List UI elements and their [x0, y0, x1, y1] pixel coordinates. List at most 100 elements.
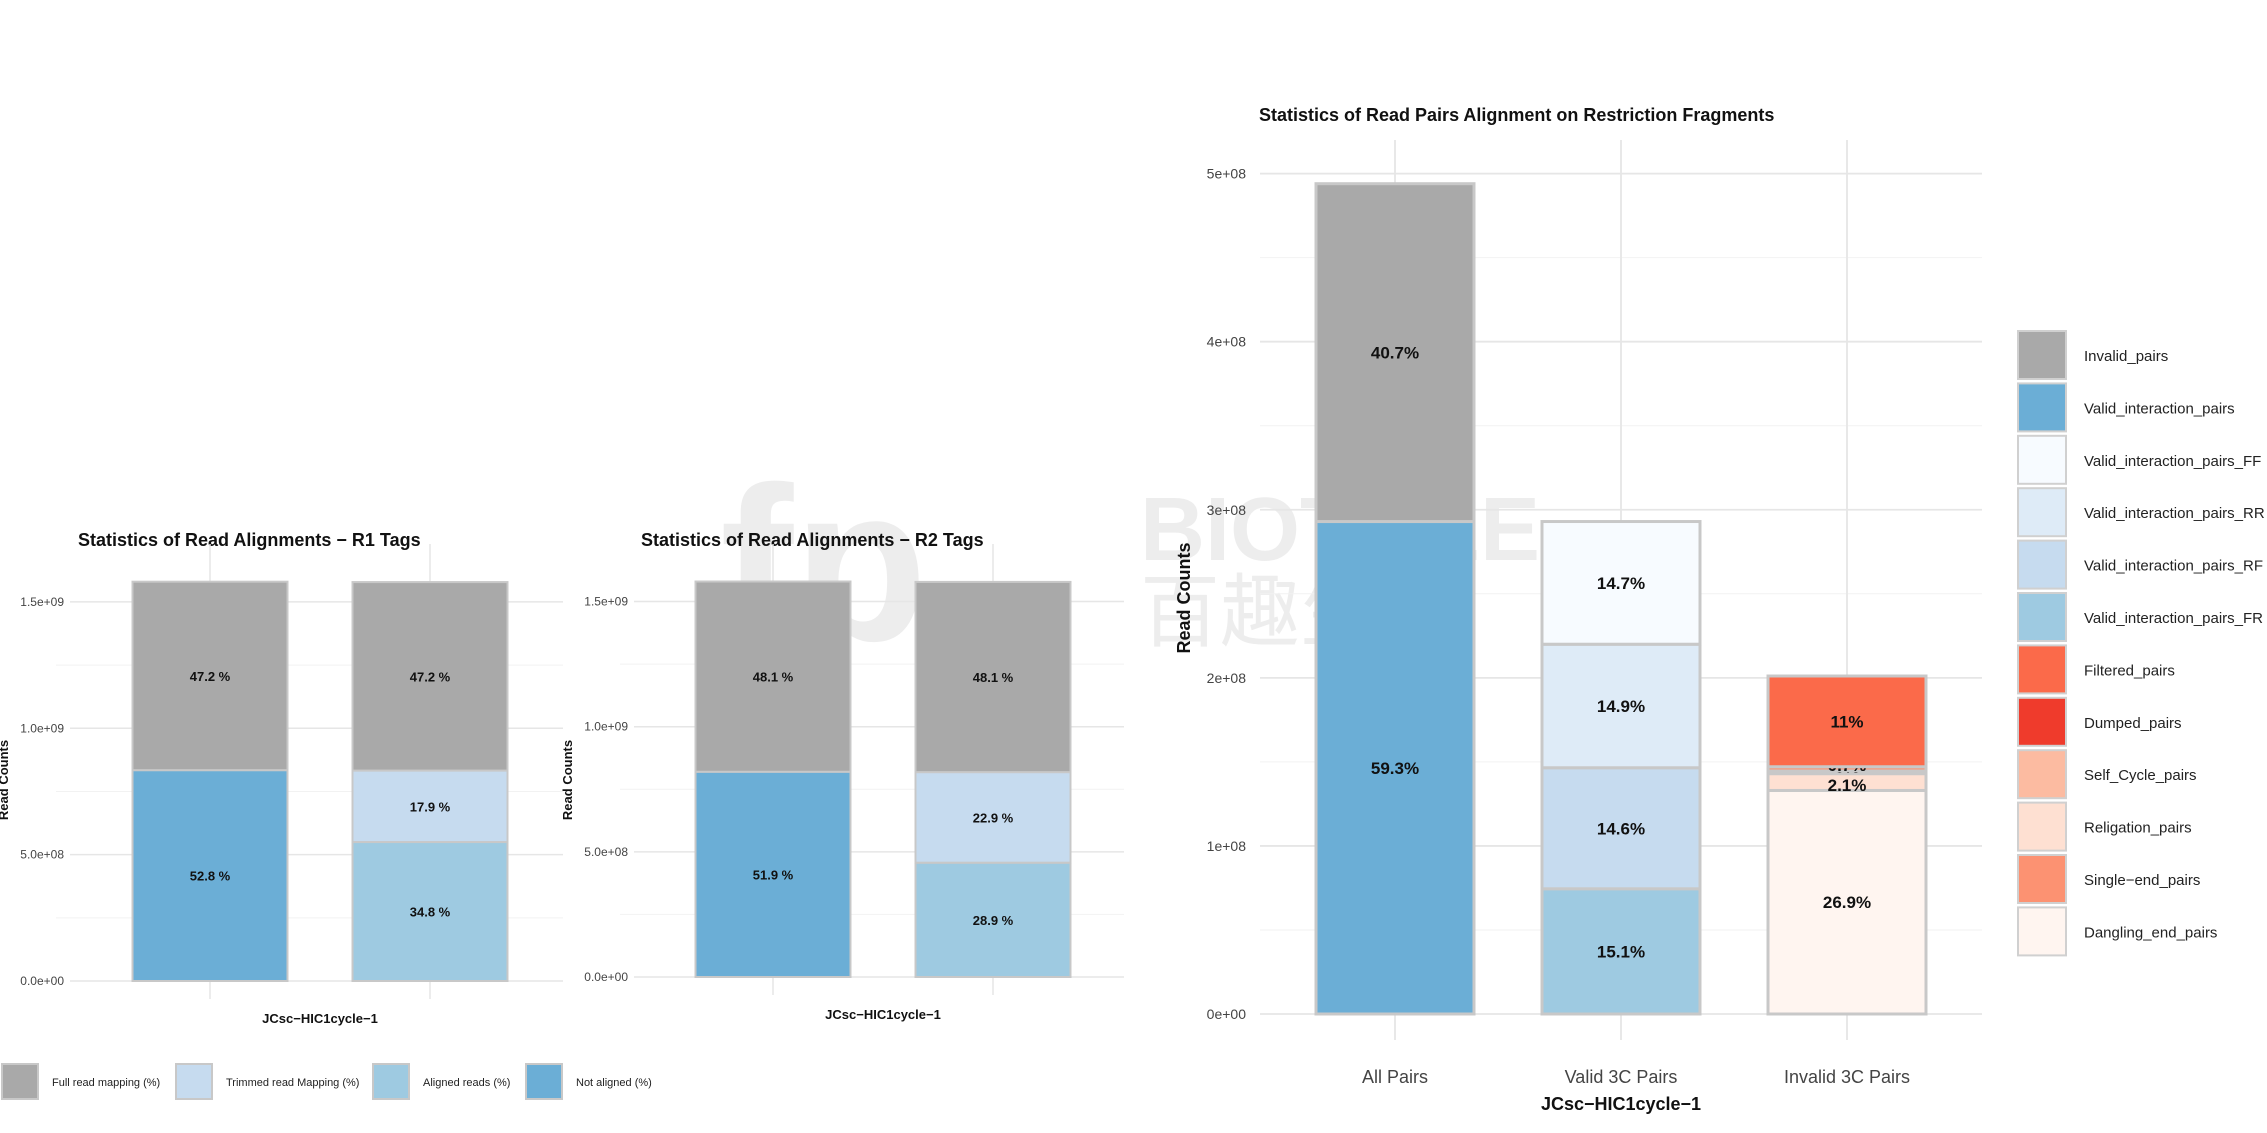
bars: 51.9 % 48.1 % 28.9 % 22.9 % 48.1 % [694, 580, 1072, 979]
legend-swatch [2017, 330, 2067, 380]
legend-label: Invalid_pairs [2084, 348, 2168, 365]
bar-segment [1540, 766, 1702, 891]
chart-pairs: Statistics of Read Pairs Alignment on Re… [1174, 105, 1982, 1114]
legend-label: Filtered_pairs [2084, 662, 2175, 679]
bar-segment [914, 771, 1072, 864]
y-tick-label: 3e+08 [1207, 502, 1247, 518]
y-tick-label: 5.0e+08 [20, 848, 64, 862]
data-label: 51.9 % [753, 867, 794, 882]
data-label: 28.9 % [973, 913, 1014, 928]
data-label: 15.1% [1597, 942, 1645, 961]
y-tick-label: 1.5e+09 [584, 595, 628, 609]
bar-segment [1766, 788, 1928, 1016]
y-tick-label: 5.0e+08 [584, 845, 628, 859]
legend-swatch [2017, 644, 2067, 695]
x-tick-label: Valid 3C Pairs [1565, 1067, 1678, 1087]
bar-segment [351, 581, 509, 772]
data-label: 26.9% [1823, 893, 1871, 912]
data-label: 11% [1830, 712, 1863, 731]
bars: 52.8 % 47.2 % 34.8 % 17.9 % 47.2 % [131, 580, 509, 983]
y-tick-label: 1.0e+09 [584, 720, 628, 734]
legend-label: Single−end_pairs [2084, 872, 2200, 889]
data-label: 52.8 % [190, 869, 231, 884]
legend-swatch [2017, 539, 2067, 590]
y-tick-label: 2e+08 [1207, 670, 1247, 686]
data-label: 14.7% [1597, 574, 1645, 593]
data-label: 14.6% [1597, 819, 1645, 838]
legend-label: Valid_interaction_pairs_FF [2084, 453, 2261, 470]
chart-title: Statistics of Read Alignments − R1 Tags [78, 530, 421, 550]
legend-label: Trimmed read Mapping (%) [226, 1077, 359, 1089]
legend-swatch [2017, 906, 2067, 957]
legend-label: Full read mapping (%) [52, 1077, 160, 1089]
legend-label: Valid_interaction_pairs [2084, 400, 2235, 417]
x-tick-label: Invalid 3C Pairs [1784, 1067, 1910, 1087]
legend-label: Dumped_pairs [2084, 715, 2182, 732]
legend-swatch [175, 1063, 213, 1100]
x-axis-label: JCsc−HIC1cycle−1 [262, 1011, 378, 1026]
legend-label: Valid_interaction_pairs_FR [2084, 610, 2263, 627]
data-label: 47.2 % [410, 669, 451, 684]
y-tick-label: 4e+08 [1207, 334, 1247, 350]
legend-swatch [2017, 749, 2067, 800]
legend-swatch [2017, 854, 2067, 904]
legend-swatch [525, 1063, 563, 1100]
y-tick-label: 0.0e+00 [584, 970, 628, 984]
legend-label: Dangling_end_pairs [2084, 924, 2217, 941]
data-label: 47.2 % [190, 669, 231, 684]
bar-segment [1766, 674, 1928, 769]
legend-swatch [2017, 487, 2067, 538]
bar-segment [694, 580, 852, 773]
data-label: 17.9 % [410, 799, 451, 814]
bar-segment [1314, 182, 1476, 524]
chart-title: Statistics of Read Alignments − R2 Tags [641, 530, 984, 550]
chart-r1: Statistics of Read Alignments − R1 Tags … [0, 530, 563, 1026]
y-tick-label: 1.5e+09 [20, 595, 64, 609]
data-label: 40.7% [1371, 344, 1419, 363]
legend-swatch [1, 1063, 39, 1100]
data-label: 34.8 % [410, 905, 451, 920]
x-axis-label: JCsc−HIC1cycle−1 [825, 1007, 941, 1022]
data-label: 59.3% [1371, 759, 1419, 778]
x-tick-label: All Pairs [1362, 1067, 1428, 1087]
data-label: 22.9 % [973, 810, 1014, 825]
y-ticks: 0.0e+00 5.0e+08 1.0e+09 1.5e+09 [20, 595, 64, 988]
chart-title: Statistics of Read Pairs Alignment on Re… [1259, 105, 1774, 125]
data-label: 48.1 % [973, 670, 1014, 685]
bar-segment [914, 580, 1072, 774]
legend-label: Aligned reads (%) [423, 1077, 510, 1089]
bar-segment [1540, 642, 1702, 770]
bar-segment [694, 770, 852, 979]
y-axis-label: Read Counts [1174, 542, 1194, 653]
y-tick-label: 0e+00 [1207, 1006, 1247, 1022]
y-tick-label: 1.0e+09 [20, 721, 64, 735]
legend-swatch [2017, 382, 2067, 433]
data-label: 48.1 % [753, 670, 794, 685]
alignment-legend: Full read mapping (%) Trimmed read Mappin… [1, 1063, 652, 1100]
x-ticks: All Pairs Valid 3C Pairs Invalid 3C Pairs [1362, 1067, 1910, 1087]
y-tick-label: 5e+08 [1207, 166, 1247, 182]
legend-label: Valid_interaction_pairs_RR [2084, 505, 2265, 522]
bar-segment [131, 580, 289, 772]
legend-label: Self_Cycle_pairs [2084, 767, 2197, 784]
y-tick-label: 1e+08 [1207, 838, 1247, 854]
legend-swatch [2017, 696, 2067, 747]
legend-swatch [2017, 801, 2067, 852]
legend-swatch [372, 1063, 410, 1100]
pairs-legend: Invalid_pairs Valid_interaction_pairs Vali… [2017, 330, 2265, 957]
legend-label: Valid_interaction_pairs_RF [2084, 558, 2263, 575]
bars: 59.3%40.7%15.1%14.6%14.9%14.7%26.9%2.1%0… [1314, 182, 1928, 1016]
data-label: 2.1% [1828, 776, 1867, 795]
y-axis-label: Read Counts [560, 740, 575, 820]
y-ticks: 0e+00 1e+08 2e+08 3e+08 4e+08 5e+08 [1207, 166, 1247, 1022]
bar-segment [1314, 520, 1476, 1016]
y-axis-label: Read Counts [0, 740, 11, 820]
y-tick-label: 0.0e+00 [20, 974, 64, 988]
bar-segment [351, 769, 509, 844]
legend-swatch [2017, 592, 2067, 642]
chart-r2: Statistics of Read Alignments − R2 Tags … [560, 530, 1124, 1022]
x-axis-label: JCsc−HIC1cycle−1 [1541, 1094, 1701, 1114]
y-ticks: 0.0e+00 5.0e+08 1.0e+09 1.5e+09 [584, 595, 628, 984]
bar-segment [1540, 520, 1702, 646]
